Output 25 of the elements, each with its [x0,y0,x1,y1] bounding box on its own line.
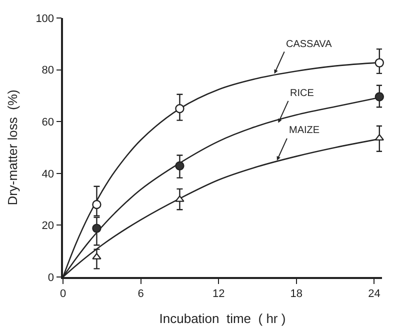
y-tick-label: 0 [48,272,54,284]
y-tick-label: 40 [42,168,54,180]
point [374,92,384,102]
point [175,161,184,170]
point [374,134,384,141]
y-tick-label: 80 [42,64,54,77]
y-tick-label: 20 [42,220,54,232]
point [175,195,184,202]
x-axis-title: Incubation time ( hr ) [159,311,286,326]
x-tick-label: 18 [290,288,303,300]
x-tick-label: 0 [60,288,66,300]
annotation: RICE [290,88,314,99]
x-tick-label: 6 [138,288,144,300]
annotation: CASSAVA [286,39,332,50]
point [92,252,102,260]
x-tick-label: 12 [212,288,225,300]
y-tick-label: 100 [36,12,54,25]
x-tick-label: 24 [368,288,380,300]
point [175,104,184,114]
point [374,58,384,68]
annotation: MAIZE [289,125,320,136]
y-tick-label: 60 [42,116,54,128]
y-axis-title: Dry-matter loss (%) [5,90,20,206]
point [92,200,102,210]
point [92,224,102,233]
